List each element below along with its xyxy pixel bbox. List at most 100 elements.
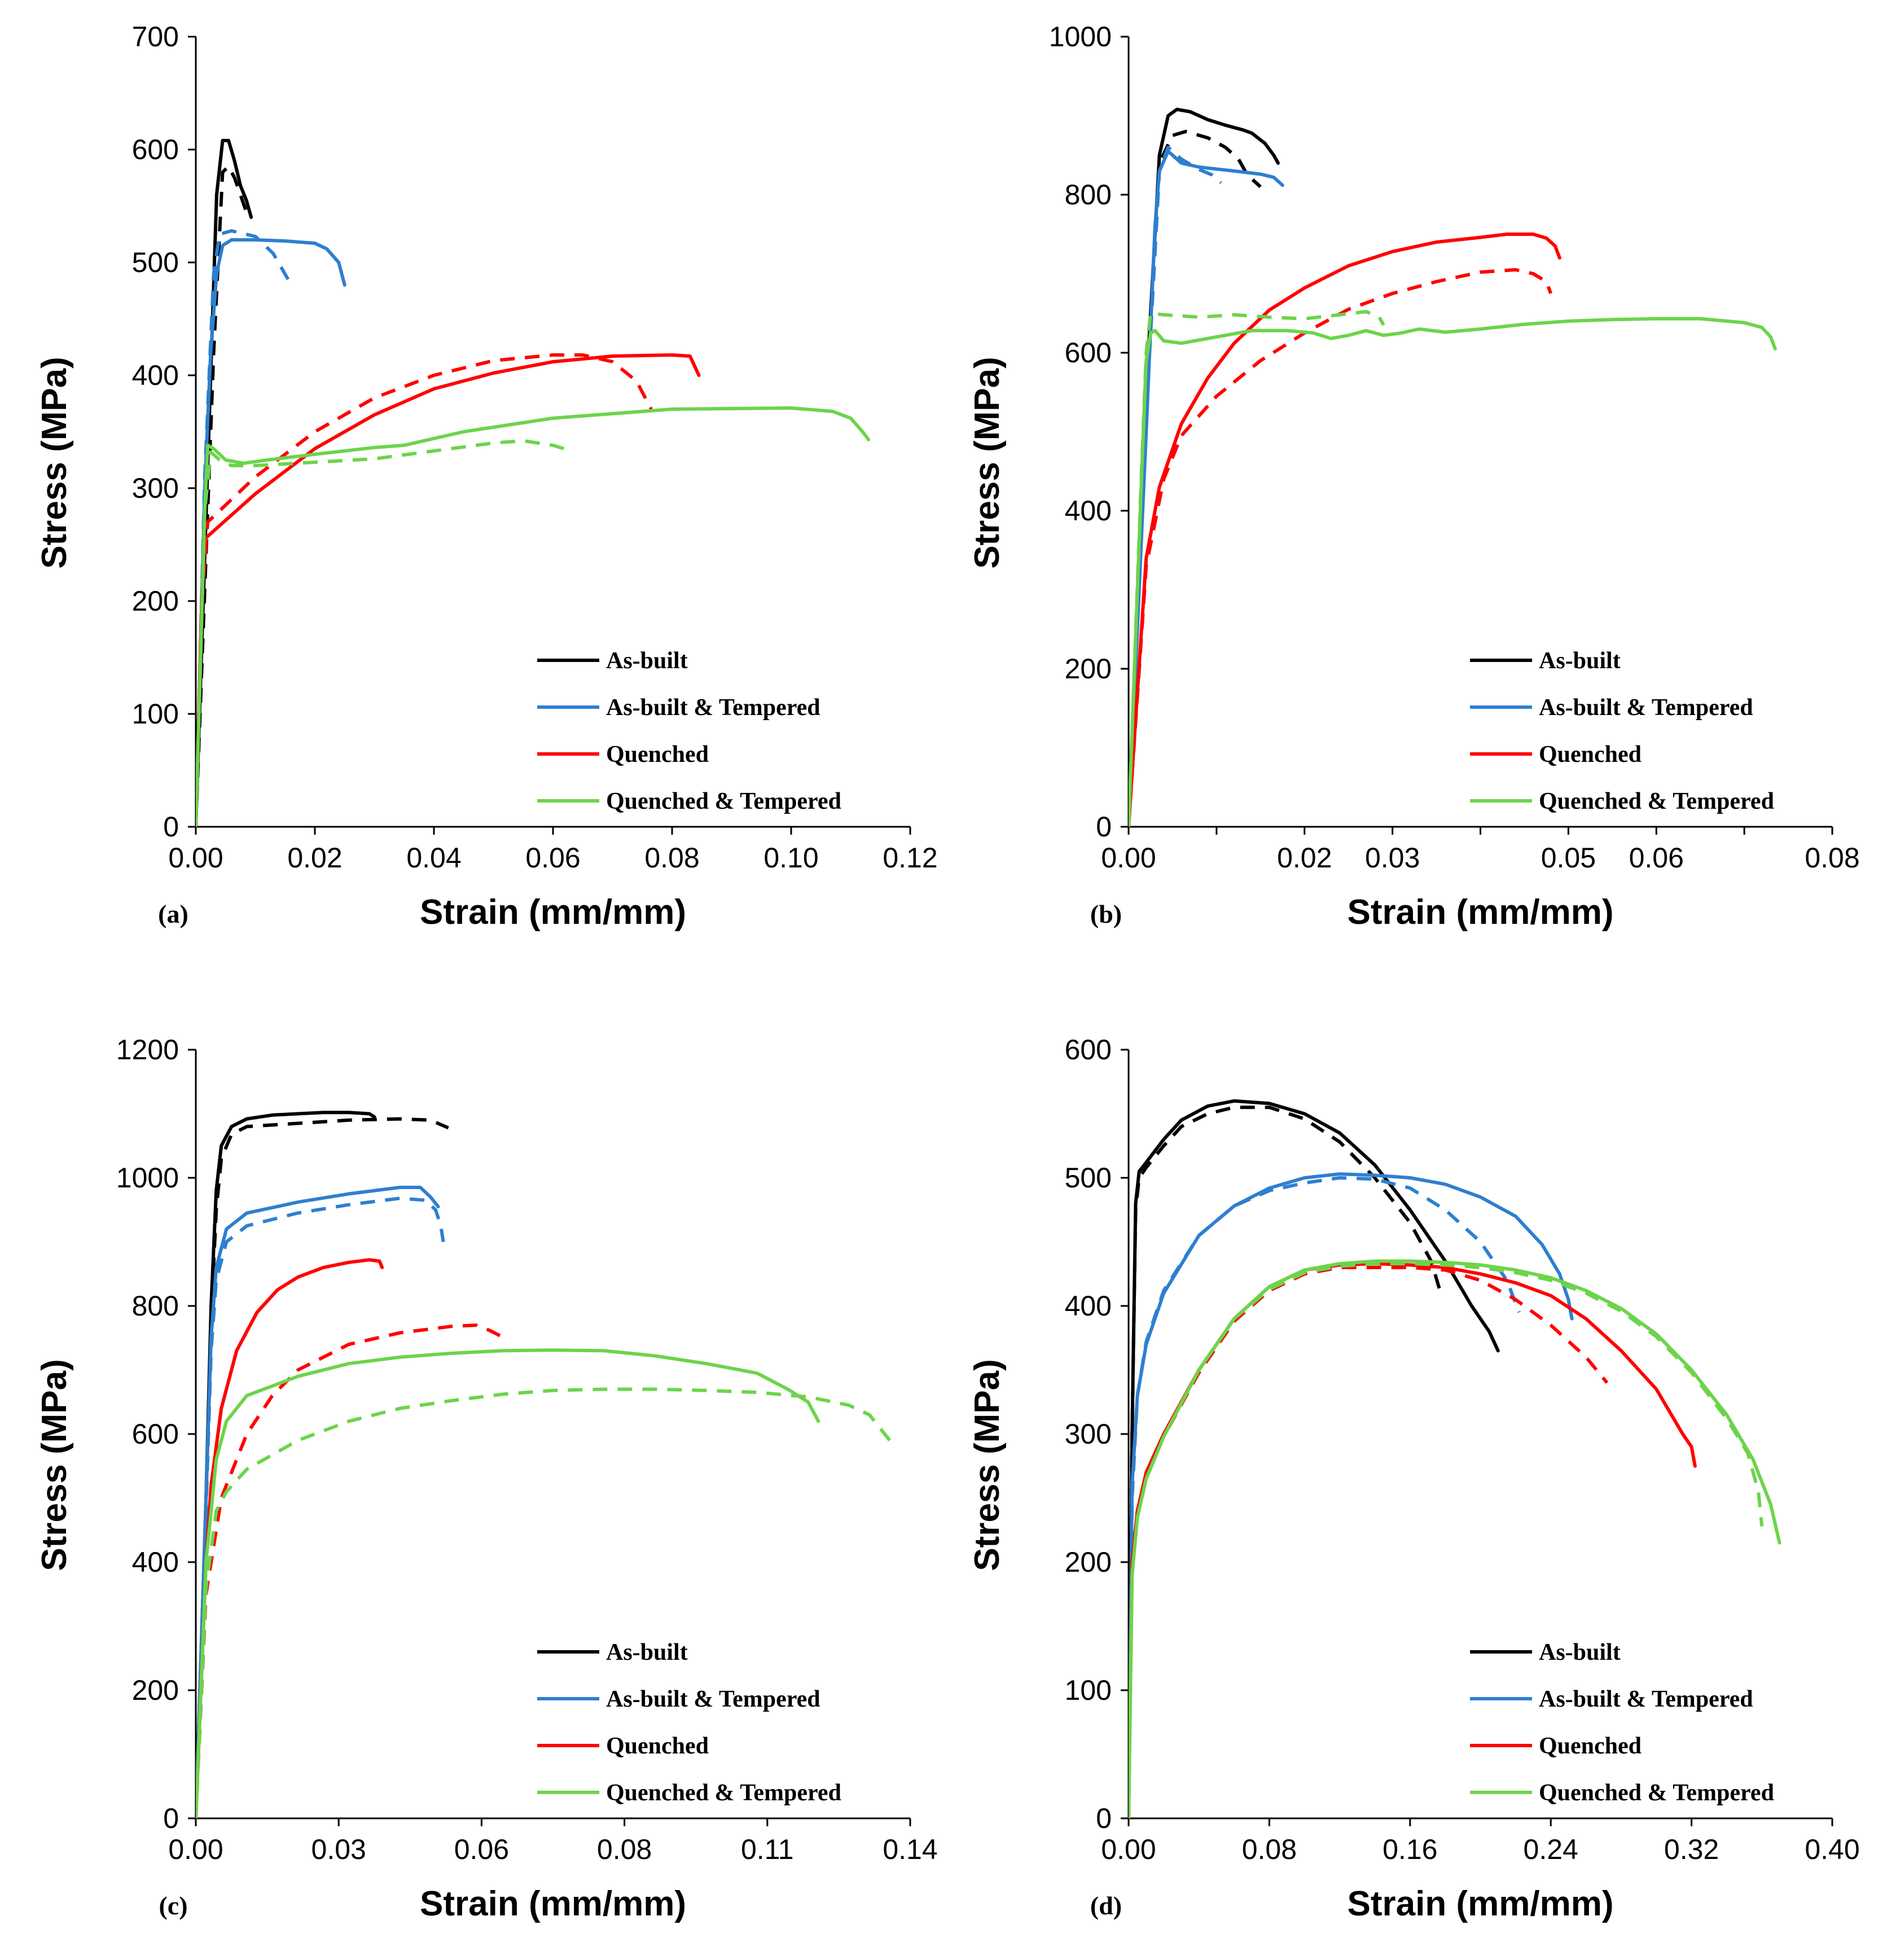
y-tick-label: 800 <box>132 1290 179 1322</box>
x-axis-title: Strain (mm/mm) <box>1348 1884 1614 1923</box>
series-line-quenched-and-tempered-dashed <box>1129 1262 1764 1818</box>
x-tick-label: 0.14 <box>883 1834 937 1865</box>
y-tick-label: 400 <box>132 359 179 391</box>
x-tick-label: 0.00 <box>168 842 223 874</box>
y-tick-label: 600 <box>132 134 179 165</box>
panel-label: (c) <box>159 1891 187 1920</box>
series-line-quenched-solid <box>196 1258 384 1818</box>
panel-label: (d) <box>1090 1891 1122 1920</box>
chart-panel-a: 0 100 200 300 400 500 600 700 0.00 0.02 0.04 0.06 0.… <box>35 21 938 932</box>
series-line-quenched-dashed <box>1129 268 1553 827</box>
series-line-as-built-and-tempered-solid <box>196 238 346 827</box>
y-tick-label: 1200 <box>116 1034 179 1065</box>
series-line-as-built-and-tempered-dashed <box>1129 146 1222 827</box>
y-tick-label: 600 <box>1065 1034 1112 1065</box>
x-tick-label: 0.08 <box>644 842 699 874</box>
legend-label: Quenched & Tempered <box>606 788 841 814</box>
series-group <box>196 1111 894 1818</box>
series-line-as-built-solid <box>1129 107 1280 827</box>
y-tick-label: 0 <box>1096 811 1112 843</box>
x-tick-label: 0.04 <box>406 842 461 874</box>
y-tick-label: 200 <box>1065 653 1112 685</box>
y-tick-label: 600 <box>132 1418 179 1450</box>
y-axis-title: Stress (MPa) <box>35 1359 74 1571</box>
legend-label: Quenched & Tempered <box>1539 788 1774 814</box>
x-tick-label: 0.08 <box>597 1834 652 1865</box>
chart-panel-b: 0 200 400 600 800 1000 0.00 0.02 0.03 0.05 0.06 0.0… <box>968 21 1860 932</box>
series-line-quenched-and-tempered-solid <box>196 406 871 827</box>
series-group <box>196 139 871 827</box>
x-tick-label: 0.16 <box>1383 1834 1437 1865</box>
x-axis-title: Strain (mm/mm) <box>420 1884 686 1923</box>
x-tick-label: 0.40 <box>1805 1834 1859 1865</box>
x-tick-label: 0.32 <box>1664 1834 1719 1865</box>
y-tick-label: 400 <box>132 1546 179 1578</box>
legend-label: As-built & Tempered <box>1539 695 1753 721</box>
series-line-as-built-solid <box>1129 1099 1500 1818</box>
y-axis-title: Stress (MPa) <box>35 357 74 569</box>
series-line-quenched-and-tempered-dashed <box>1129 310 1385 827</box>
y-tick-label: 600 <box>1065 337 1112 369</box>
series-line-quenched-dashed <box>1129 1265 1609 1818</box>
series-line-as-built-and-tempered-solid <box>1129 150 1284 827</box>
series-line-as-built-solid <box>196 1111 376 1818</box>
legend-label: As-built & Tempered <box>606 1686 820 1712</box>
panel-label: (b) <box>1090 900 1122 928</box>
y-tick-label: 300 <box>132 472 179 504</box>
series-line-as-built-and-tempered-solid <box>196 1186 440 1818</box>
series-line-as-built-dashed <box>196 1117 449 1818</box>
x-tick-label: 0.08 <box>1242 1834 1297 1865</box>
series-line-as-built-and-tempered-dashed <box>1129 1176 1521 1818</box>
chart-panel-d: 0 100 200 300 400 500 600 0.00 0.08 0.16 0.24 0.32 0… <box>968 1034 1860 1923</box>
x-tick-label: 0.06 <box>454 1834 509 1865</box>
series-line-quenched-and-tempered-solid <box>1129 1259 1781 1818</box>
x-tick-label: 0.00 <box>1101 1834 1156 1865</box>
series-line-as-built-dashed <box>1129 130 1262 827</box>
x-tick-label: 0.05 <box>1541 842 1596 874</box>
y-axis-title: Stress (MPa) <box>968 1359 1007 1571</box>
y-tick-label: 1000 <box>1049 21 1112 52</box>
y-tick-label: 800 <box>1065 179 1112 211</box>
y-tick-label: 0 <box>163 1803 179 1834</box>
legend: As-built As-built & Tempered Quenched Quenc… <box>1470 648 1774 814</box>
legend-label: As-built & Tempered <box>606 695 820 721</box>
legend-label: Quenched <box>606 742 709 768</box>
y-tick-label: 100 <box>132 698 179 730</box>
series-line-as-built-and-tempered-solid <box>1129 1172 1574 1818</box>
x-tick-label: 0.08 <box>1805 842 1859 874</box>
legend-label: Quenched & Tempered <box>1539 1780 1774 1806</box>
y-tick-label: 300 <box>1065 1418 1112 1450</box>
series-line-as-built-and-tempered-dashed <box>196 229 290 827</box>
series-group <box>1129 1099 1781 1818</box>
legend: As-built As-built & Tempered Quenched Quenc… <box>537 648 841 814</box>
legend-label: Quenched <box>1539 1733 1642 1759</box>
x-tick-label: 0.00 <box>1101 842 1156 874</box>
legend-label: Quenched & Tempered <box>606 1780 841 1806</box>
series-line-quenched-and-tempered-dashed <box>196 1387 894 1818</box>
legend-label: Quenched <box>1539 742 1642 768</box>
series-line-quenched-and-tempered-dashed <box>196 439 572 827</box>
y-tick-label: 200 <box>132 1674 179 1706</box>
x-axis-title: Strain (mm/mm) <box>420 893 686 932</box>
legend-label: As-built <box>606 648 688 674</box>
y-axis-title: Stress (MPa) <box>968 357 1007 569</box>
x-axis-title: Strain (mm/mm) <box>1348 893 1614 932</box>
y-tick-label: 200 <box>132 585 179 617</box>
legend-label: As-built <box>1539 1639 1621 1665</box>
series-line-as-built-dashed <box>1129 1106 1442 1818</box>
series-line-as-built-and-tempered-dashed <box>196 1196 445 1818</box>
y-tick-label: 200 <box>1065 1546 1112 1578</box>
y-tick-label: 1000 <box>116 1162 179 1194</box>
y-tick-label: 0 <box>1096 1803 1112 1834</box>
series-line-quenched-solid <box>1129 233 1561 827</box>
legend: As-built As-built & Tempered Quenched Quenc… <box>1470 1639 1774 1806</box>
x-tick-label: 0.03 <box>1365 842 1420 874</box>
series-line-as-built-dashed <box>196 165 250 827</box>
x-tick-label: 0.00 <box>168 1834 223 1865</box>
series-group <box>1129 107 1777 827</box>
y-tick-label: 500 <box>132 247 179 278</box>
y-tick-label: 400 <box>1065 1290 1112 1322</box>
legend-label: As-built <box>606 1639 688 1665</box>
series-line-quenched-dashed <box>196 1323 506 1818</box>
y-tick-label: 500 <box>1065 1162 1112 1194</box>
